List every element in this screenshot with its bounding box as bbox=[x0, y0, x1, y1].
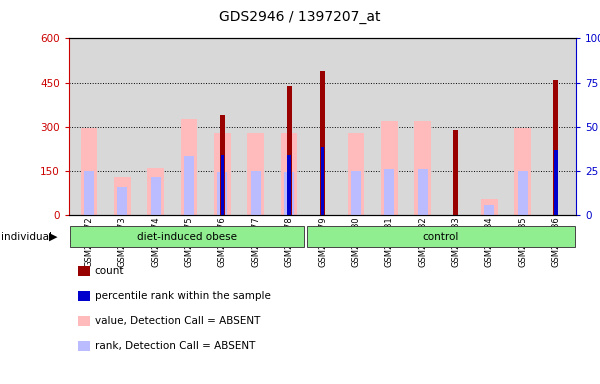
Text: GDS2946 / 1397207_at: GDS2946 / 1397207_at bbox=[219, 10, 381, 23]
Text: control: control bbox=[422, 232, 459, 242]
Bar bbox=[217, 172, 227, 215]
Bar bbox=[151, 177, 161, 215]
FancyBboxPatch shape bbox=[70, 226, 304, 247]
Bar bbox=[484, 205, 494, 215]
Bar bbox=[553, 79, 559, 215]
Bar bbox=[454, 130, 458, 215]
Bar bbox=[514, 128, 531, 215]
Bar bbox=[518, 171, 527, 215]
Bar bbox=[247, 132, 264, 215]
Text: value, Detection Call = ABSENT: value, Detection Call = ABSENT bbox=[95, 316, 260, 326]
Bar bbox=[221, 155, 224, 215]
Bar bbox=[481, 199, 497, 215]
Bar bbox=[418, 169, 428, 215]
Text: count: count bbox=[95, 266, 124, 276]
Bar bbox=[284, 172, 294, 215]
Text: percentile rank within the sample: percentile rank within the sample bbox=[95, 291, 271, 301]
Text: rank, Detection Call = ABSENT: rank, Detection Call = ABSENT bbox=[95, 341, 255, 351]
Bar bbox=[554, 150, 557, 215]
FancyBboxPatch shape bbox=[307, 226, 575, 247]
Bar bbox=[148, 168, 164, 215]
Bar bbox=[251, 171, 261, 215]
Bar bbox=[351, 171, 361, 215]
Bar bbox=[281, 132, 298, 215]
Bar bbox=[414, 121, 431, 215]
Bar bbox=[287, 86, 292, 215]
Bar bbox=[214, 132, 231, 215]
Text: ▶: ▶ bbox=[49, 232, 57, 242]
Bar bbox=[381, 121, 398, 215]
Bar bbox=[80, 128, 97, 215]
Bar bbox=[220, 115, 225, 215]
Bar bbox=[114, 177, 131, 215]
Text: diet-induced obese: diet-induced obese bbox=[137, 232, 238, 242]
Bar bbox=[84, 171, 94, 215]
Bar bbox=[347, 132, 364, 215]
Bar bbox=[287, 155, 291, 215]
Bar bbox=[184, 156, 194, 215]
Bar bbox=[384, 169, 394, 215]
Bar bbox=[118, 187, 127, 215]
Bar bbox=[320, 71, 325, 215]
Bar bbox=[321, 147, 324, 215]
Bar bbox=[181, 119, 197, 215]
Text: individual: individual bbox=[1, 232, 52, 242]
